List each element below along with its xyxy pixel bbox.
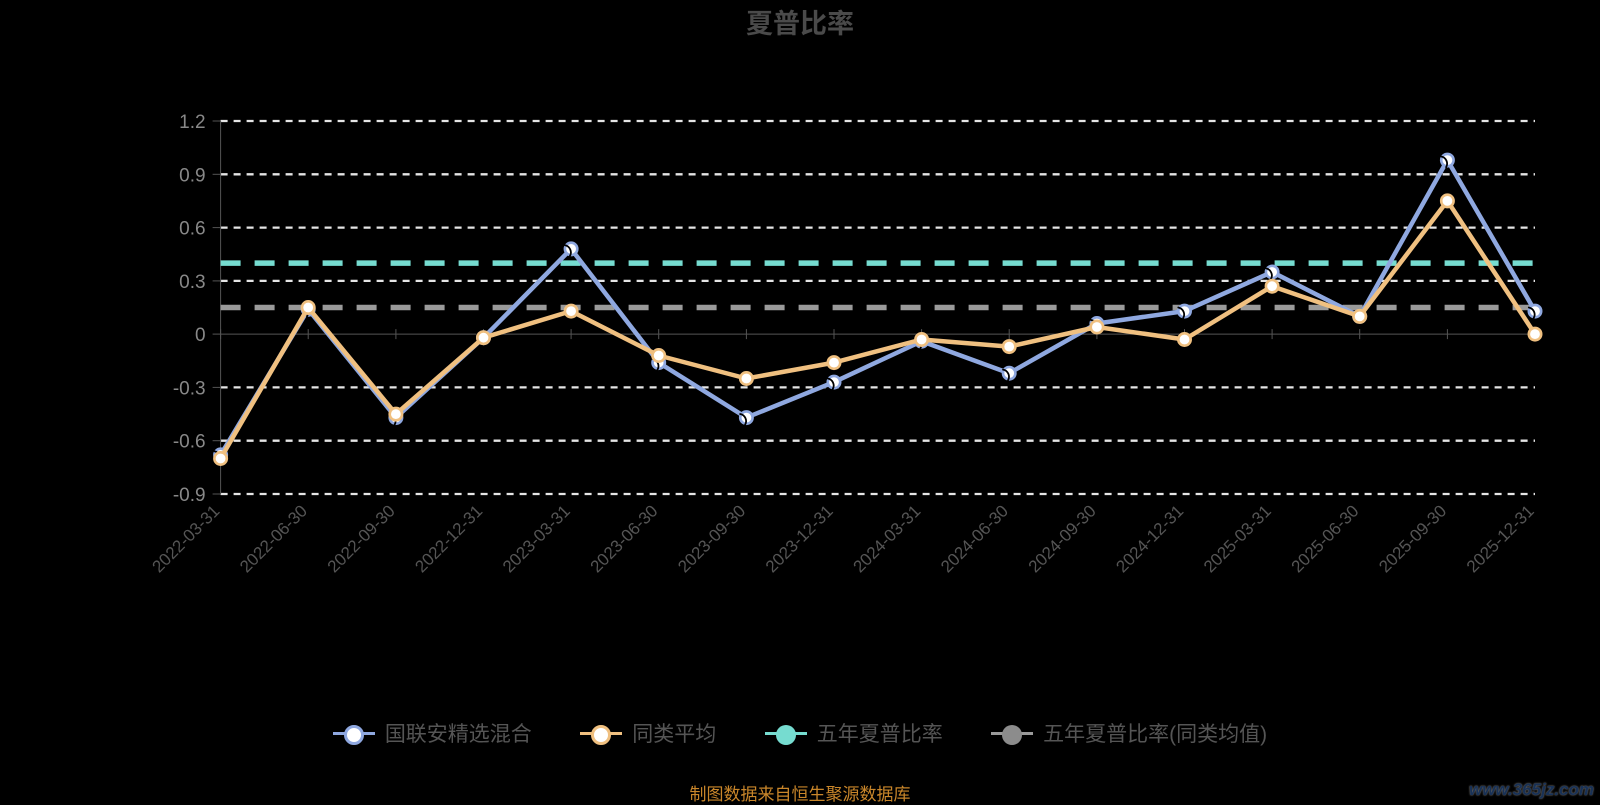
svg-text:2024-03-31: 2024-03-31: [849, 501, 924, 576]
svg-text:-0.3: -0.3: [173, 378, 206, 399]
svg-text:2025-12-31: 2025-12-31: [1463, 501, 1538, 576]
svg-text:2023-09-30: 2023-09-30: [674, 501, 749, 576]
svg-text:2025-06-30: 2025-06-30: [1288, 501, 1363, 576]
svg-text:-0.6: -0.6: [173, 432, 206, 453]
svg-text:2024-06-30: 2024-06-30: [937, 501, 1012, 576]
svg-text:0.6: 0.6: [179, 219, 205, 240]
svg-text:2023-12-31: 2023-12-31: [762, 501, 837, 576]
svg-text:2023-03-31: 2023-03-31: [499, 501, 574, 576]
svg-text:1.2: 1.2: [179, 112, 205, 133]
svg-text:2022-09-30: 2022-09-30: [324, 501, 399, 576]
svg-text:2022-12-31: 2022-12-31: [411, 501, 486, 576]
svg-text:2022-03-31: 2022-03-31: [148, 501, 223, 576]
svg-text:0.3: 0.3: [179, 272, 205, 293]
svg-text:2025-09-30: 2025-09-30: [1375, 501, 1450, 576]
svg-text:2023-06-30: 2023-06-30: [587, 501, 662, 576]
svg-text:-0.9: -0.9: [173, 485, 206, 506]
svg-text:0: 0: [195, 325, 206, 346]
svg-text:2024-12-31: 2024-12-31: [1112, 501, 1187, 576]
svg-text:2025-03-31: 2025-03-31: [1200, 501, 1275, 576]
svg-text:2024-09-30: 2024-09-30: [1025, 501, 1100, 576]
svg-text:0.9: 0.9: [179, 165, 205, 186]
svg-text:2022-06-30: 2022-06-30: [236, 501, 311, 576]
